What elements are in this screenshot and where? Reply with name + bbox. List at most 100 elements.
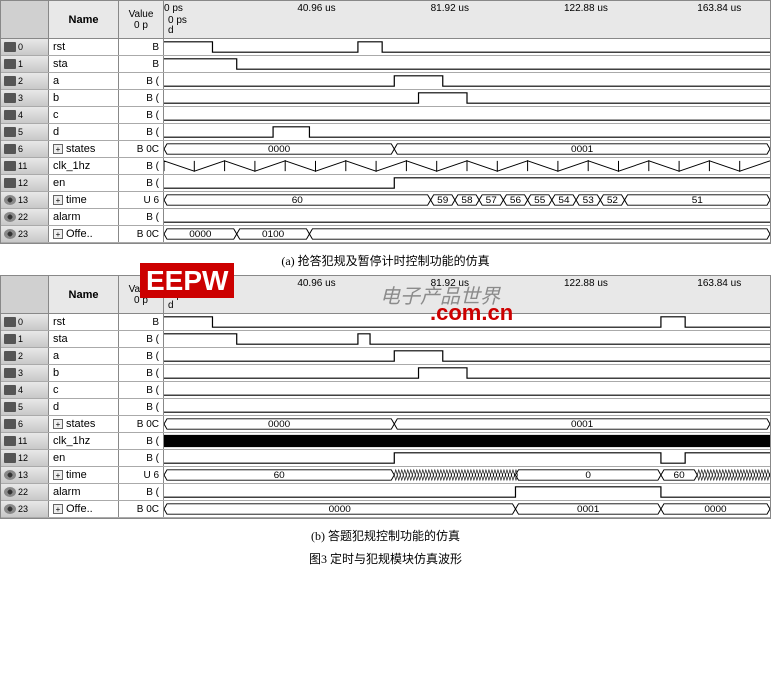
signal-name[interactable]: a [49, 348, 119, 364]
signal-waveform[interactable]: 0000 0001 [164, 416, 770, 432]
signal-index: 11 [18, 436, 27, 446]
signal-handle[interactable]: 13 [1, 192, 49, 208]
signal-name[interactable]: en [49, 175, 119, 191]
signal-handle[interactable]: 11 [1, 158, 49, 174]
caption-a: (a) 抢答犯规及暂停计时控制功能的仿真 [0, 252, 771, 269]
signal-waveform[interactable] [164, 331, 770, 347]
cam-icon [4, 453, 16, 463]
signal-value: B ( [119, 331, 164, 347]
signal-name[interactable]: rst [49, 314, 119, 330]
signal-row-clk_1hz: 11 clk_1hz B ( [1, 433, 770, 450]
signal-value: B ( [119, 124, 164, 140]
svg-text:0000: 0000 [268, 419, 291, 430]
signal-waveform[interactable] [164, 175, 770, 191]
signal-name[interactable]: c [49, 107, 119, 123]
waveform-panel-a: Name Value0 p 0 ps40.96 us81.92 us122.88… [0, 0, 771, 244]
signal-name[interactable]: sta [49, 331, 119, 347]
signal-waveform[interactable] [164, 124, 770, 140]
signal-waveform[interactable] [164, 365, 770, 381]
svg-text:0000: 0000 [189, 229, 212, 240]
signal-name[interactable]: clk_1hz [49, 158, 119, 174]
signal-row-time: 13 +time U 6 60060 [1, 467, 770, 484]
signal-waveform[interactable]: 000000010000 [164, 501, 770, 517]
time-label: 40.96 us [297, 3, 335, 14]
signal-handle[interactable]: 6 [1, 416, 49, 432]
signal-handle[interactable]: 0 [1, 39, 49, 55]
signal-name[interactable]: +Offe.. [49, 226, 119, 242]
signal-handle[interactable]: 23 [1, 226, 49, 242]
svg-text:0000: 0000 [329, 504, 352, 515]
signal-handle[interactable]: 3 [1, 90, 49, 106]
signal-handle[interactable]: 12 [1, 450, 49, 466]
signal-name[interactable]: d [49, 124, 119, 140]
cam-icon [4, 178, 16, 188]
signal-name[interactable]: +states [49, 141, 119, 157]
signal-waveform[interactable]: 0000 0100 [164, 226, 770, 242]
signal-waveform[interactable] [164, 209, 770, 225]
signal-waveform[interactable] [164, 90, 770, 106]
signal-name[interactable]: +time [49, 467, 119, 483]
signal-waveform[interactable] [164, 450, 770, 466]
svg-text:0100: 0100 [262, 229, 285, 240]
signal-name[interactable]: b [49, 90, 119, 106]
svg-text:60: 60 [292, 195, 304, 206]
signal-waveform[interactable] [164, 433, 770, 449]
signal-handle[interactable]: 3 [1, 365, 49, 381]
signal-handle[interactable]: 23 [1, 501, 49, 517]
expand-icon[interactable]: + [53, 144, 63, 154]
expand-icon[interactable]: + [53, 470, 63, 480]
signal-waveform[interactable] [164, 348, 770, 364]
cam-icon [4, 42, 16, 52]
signal-handle[interactable]: 0 [1, 314, 49, 330]
signal-name[interactable]: +Offe.. [49, 501, 119, 517]
signal-handle[interactable]: 11 [1, 433, 49, 449]
expand-icon[interactable]: + [53, 419, 63, 429]
signal-value: B ( [119, 399, 164, 415]
signal-handle[interactable]: 13 [1, 467, 49, 483]
signal-handle[interactable]: 6 [1, 141, 49, 157]
signal-waveform[interactable] [164, 107, 770, 123]
signal-name[interactable]: b [49, 365, 119, 381]
signal-handle[interactable]: 2 [1, 348, 49, 364]
signal-handle[interactable]: 12 [1, 175, 49, 191]
signal-name[interactable]: en [49, 450, 119, 466]
signal-handle[interactable]: 22 [1, 209, 49, 225]
signal-name[interactable]: +time [49, 192, 119, 208]
signal-waveform[interactable] [164, 73, 770, 89]
signal-name[interactable]: d [49, 399, 119, 415]
expand-icon[interactable]: + [53, 195, 63, 205]
time-label: 0 ps [164, 278, 183, 289]
signal-handle[interactable]: 2 [1, 73, 49, 89]
signal-handle[interactable]: 22 [1, 484, 49, 500]
signal-name[interactable]: a [49, 73, 119, 89]
signal-name[interactable]: sta [49, 56, 119, 72]
signal-handle[interactable]: 5 [1, 399, 49, 415]
expand-icon[interactable]: + [53, 504, 63, 514]
signal-waveform[interactable] [164, 484, 770, 500]
signal-name[interactable]: +states [49, 416, 119, 432]
signal-handle[interactable]: 1 [1, 331, 49, 347]
signal-handle[interactable]: 4 [1, 107, 49, 123]
signal-waveform[interactable]: 60595857565554535251 [164, 192, 770, 208]
signal-handle[interactable]: 4 [1, 382, 49, 398]
signal-handle[interactable]: 5 [1, 124, 49, 140]
signal-name[interactable]: rst [49, 39, 119, 55]
signal-waveform[interactable] [164, 158, 770, 174]
expand-icon[interactable]: + [53, 229, 63, 239]
signal-row-b: 3 b B ( [1, 365, 770, 382]
signal-waveform[interactable] [164, 39, 770, 55]
signal-waveform[interactable] [164, 399, 770, 415]
signal-name[interactable]: c [49, 382, 119, 398]
signal-waveform[interactable] [164, 56, 770, 72]
svg-text:0001: 0001 [571, 419, 593, 430]
signal-handle[interactable]: 1 [1, 56, 49, 72]
signal-waveform[interactable]: 00000001 [164, 141, 770, 157]
signal-row-states: 6 +states B 0C 00000001 [1, 416, 770, 433]
signal-index: 0 [18, 42, 23, 52]
signal-waveform[interactable]: 60060 [164, 467, 770, 483]
signal-name[interactable]: alarm [49, 209, 119, 225]
signal-waveform[interactable] [164, 314, 770, 330]
signal-waveform[interactable] [164, 382, 770, 398]
signal-name[interactable]: alarm [49, 484, 119, 500]
signal-name[interactable]: clk_1hz [49, 433, 119, 449]
